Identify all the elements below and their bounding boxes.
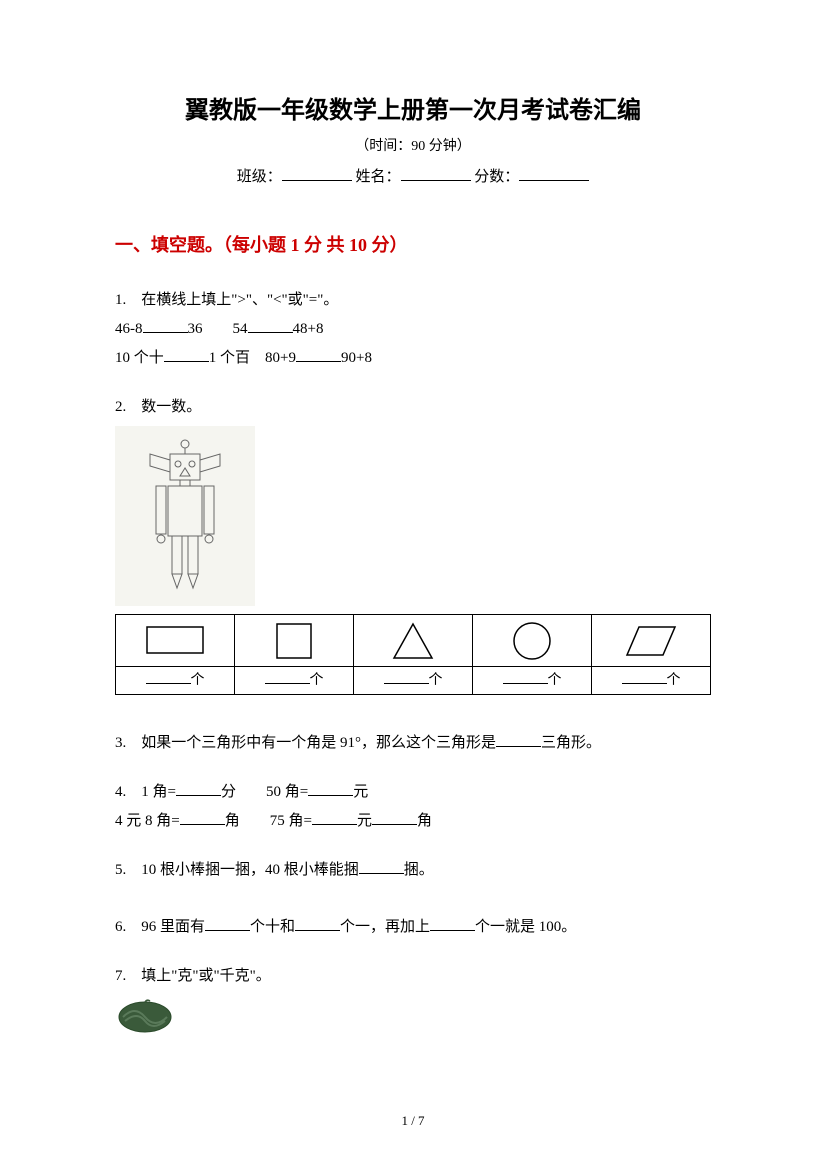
table-row (116, 615, 711, 667)
q5-blank[interactable] (359, 858, 404, 874)
shape-count-table: 个 个 个 个 个 (115, 614, 711, 695)
parallelogram-icon (623, 623, 679, 659)
unit-label: 个 (310, 673, 324, 688)
section-1-title: 一、填空题。（每小题 1 分 共 10 分） (115, 231, 711, 257)
q2-blank1[interactable] (146, 668, 191, 684)
q1-blank1[interactable] (143, 317, 188, 333)
q1-prompt: 1. 在横线上填上">"、"<"或"="。 (115, 287, 711, 314)
parallelogram-cell (592, 615, 711, 667)
q1-l2-b: 1 个百 (209, 350, 250, 366)
subtitle: （时间：90 分钟） (115, 135, 711, 155)
q3-text-a: 3. 如果一个三角形中有一个角是 91°，那么这个三角形是 (115, 735, 496, 751)
q1-l1-b: 36 (188, 321, 203, 337)
q4-l1-b: 分 (221, 784, 236, 800)
question-4: 4. 1 角=分 50 角=元 4 元 8 角=角 75 角=元角 (115, 779, 711, 835)
q1-l2-a: 10 个十 (115, 350, 164, 366)
answer-cell: 个 (235, 667, 354, 695)
watermelon-icon (115, 995, 175, 1035)
score-blank[interactable] (519, 165, 589, 181)
q6-blank2[interactable] (295, 915, 340, 931)
q4-l2-e: 角 (417, 813, 432, 829)
q6-text-d: 个一就是 100。 (475, 919, 576, 935)
q1-blank4[interactable] (296, 346, 341, 362)
circle-cell (473, 615, 592, 667)
robot-figure (115, 426, 255, 606)
rectangle-cell (116, 615, 235, 667)
q1-line1: 46-8 36 54 48+8 (115, 316, 711, 343)
q4-line1: 4. 1 角= 分 50 角= 元 (115, 779, 711, 806)
q1-l1-a: 46-8 (115, 321, 143, 337)
q6-text-a: 6. 96 里面有 (115, 919, 205, 935)
question-7: 7. 填上"克"或"千克"。 (115, 963, 711, 1035)
question-6: 6. 96 里面有 个十和 个一，再加上 个一就是 100。 (115, 914, 711, 941)
q4-blank1[interactable] (176, 780, 221, 796)
q6-blank3[interactable] (430, 915, 475, 931)
q4-blank3[interactable] (180, 809, 225, 825)
q6-text-c: 个一，再加上 (340, 919, 430, 935)
q4-l2-c: 75 角= (270, 813, 312, 829)
table-row: 个 个 个 个 个 (116, 667, 711, 695)
unit-label: 个 (429, 673, 443, 688)
q4-blank4[interactable] (312, 809, 357, 825)
answer-cell: 个 (473, 667, 592, 695)
q6-blank1[interactable] (205, 915, 250, 931)
q1-l1-d: 48+8 (293, 321, 324, 337)
q4-l1-d: 元 (353, 784, 368, 800)
class-label: 班级： (237, 169, 282, 185)
watermelon-image (115, 995, 175, 1035)
q4-l1-c: 50 角= (266, 784, 308, 800)
question-2: 2. 数一数。 (115, 394, 711, 695)
q1-blank3[interactable] (164, 346, 209, 362)
q5-text-a: 5. 10 根小棒捆一捆，40 根小棒能捆 (115, 862, 359, 878)
q1-l1-c: 54 (233, 321, 248, 337)
circle-icon (510, 619, 554, 663)
q6-text-b: 个十和 (250, 919, 295, 935)
q2-blank4[interactable] (503, 668, 548, 684)
q7-prompt: 7. 填上"克"或"千克"。 (115, 963, 711, 990)
unit-label: 个 (667, 673, 681, 688)
answer-cell: 个 (116, 667, 235, 695)
unit-label: 个 (191, 673, 205, 688)
robot-icon (130, 436, 240, 596)
q2-blank3[interactable] (384, 668, 429, 684)
q2-prompt: 2. 数一数。 (115, 394, 711, 421)
q2-blank5[interactable] (622, 668, 667, 684)
question-5: 5. 10 根小棒捆一捆，40 根小棒能捆 捆。 (115, 857, 711, 884)
triangle-icon (390, 620, 436, 662)
page-title: 翼教版一年级数学上册第一次月考试卷汇编 (115, 90, 711, 125)
square-cell (235, 615, 354, 667)
rectangle-icon (140, 621, 210, 661)
q2-blank2[interactable] (265, 668, 310, 684)
q4-l2-b: 角 (225, 813, 240, 829)
name-label: 姓名： (355, 169, 400, 185)
answer-cell: 个 (354, 667, 473, 695)
question-3: 3. 如果一个三角形中有一个角是 91°，那么这个三角形是 三角形。 (115, 730, 711, 757)
q4-l2-a: 4 元 8 角= (115, 813, 180, 829)
q4-blank5[interactable] (372, 809, 417, 825)
q3-blank[interactable] (496, 731, 541, 747)
square-icon (272, 619, 316, 663)
q1-l2-d: 90+8 (341, 350, 372, 366)
score-label: 分数： (474, 169, 519, 185)
unit-label: 个 (548, 673, 562, 688)
q4-l1-a: 4. 1 角= (115, 784, 176, 800)
q3-text-b: 三角形。 (541, 735, 601, 751)
info-line: 班级： 姓名： 分数： (115, 165, 711, 186)
page-number: 1 / 7 (0, 1113, 826, 1129)
q1-blank2[interactable] (248, 317, 293, 333)
triangle-cell (354, 615, 473, 667)
answer-cell: 个 (592, 667, 711, 695)
q4-blank2[interactable] (308, 780, 353, 796)
q4-line2: 4 元 8 角= 角 75 角= 元 角 (115, 808, 711, 835)
name-blank[interactable] (401, 165, 471, 181)
q5-text-b: 捆。 (404, 862, 434, 878)
q1-l2-c: 80+9 (265, 350, 296, 366)
q1-line2: 10 个十 1 个百 80+9 90+8 (115, 345, 711, 372)
question-1: 1. 在横线上填上">"、"<"或"="。 46-8 36 54 48+8 10 个… (115, 287, 711, 372)
q4-l2-d: 元 (357, 813, 372, 829)
class-blank[interactable] (282, 165, 352, 181)
